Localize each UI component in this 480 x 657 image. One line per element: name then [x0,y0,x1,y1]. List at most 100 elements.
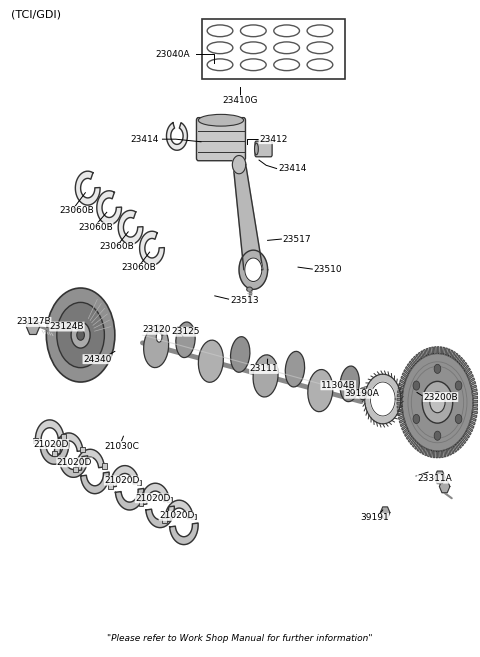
Circle shape [47,288,115,382]
Text: 39191: 39191 [360,513,389,522]
Polygon shape [397,391,403,394]
Bar [167,497,172,503]
Ellipse shape [307,59,333,71]
Ellipse shape [154,328,164,346]
Polygon shape [465,432,469,438]
Text: 21020D: 21020D [104,476,140,485]
Text: 23414: 23414 [278,164,306,173]
Polygon shape [118,210,143,244]
Polygon shape [435,347,436,353]
Polygon shape [452,351,455,358]
Text: "Please refer to Work Shop Manual for further information": "Please refer to Work Shop Manual for fu… [107,634,373,643]
Polygon shape [461,438,466,443]
Bar [108,484,113,489]
Polygon shape [451,447,454,454]
Polygon shape [472,414,477,418]
Polygon shape [437,347,439,353]
Polygon shape [239,250,267,289]
Ellipse shape [247,287,252,292]
Bar [139,501,144,507]
Polygon shape [447,349,450,355]
Ellipse shape [207,59,233,71]
FancyBboxPatch shape [196,118,245,161]
Polygon shape [417,445,420,451]
Polygon shape [471,385,476,389]
Polygon shape [415,443,419,449]
Ellipse shape [176,322,195,357]
Polygon shape [422,447,425,455]
Polygon shape [399,419,404,423]
Polygon shape [469,424,474,428]
Polygon shape [473,400,478,402]
Polygon shape [410,439,415,445]
Polygon shape [443,348,444,354]
Ellipse shape [340,366,360,401]
Polygon shape [424,350,426,356]
Polygon shape [407,434,411,440]
Circle shape [57,302,104,368]
Polygon shape [404,370,408,375]
Text: 23060B: 23060B [121,263,156,272]
Text: 23412: 23412 [259,135,288,144]
Polygon shape [54,433,83,455]
Polygon shape [402,425,407,430]
Circle shape [175,327,181,335]
Polygon shape [110,466,139,487]
Circle shape [413,381,420,390]
Polygon shape [446,449,449,456]
Polygon shape [472,389,477,392]
Polygon shape [416,354,420,361]
Polygon shape [472,411,477,414]
Text: 23060B: 23060B [100,242,134,252]
Polygon shape [397,405,402,408]
Bar [137,480,141,485]
Ellipse shape [240,59,266,71]
Ellipse shape [307,42,333,54]
Polygon shape [401,376,406,381]
Text: 21020D: 21020D [33,440,68,449]
Polygon shape [473,407,478,410]
Polygon shape [434,471,445,484]
Polygon shape [421,351,424,357]
Polygon shape [36,420,64,442]
Polygon shape [439,480,450,493]
Circle shape [430,392,445,413]
Polygon shape [439,451,440,458]
Polygon shape [456,443,459,450]
Polygon shape [232,156,246,174]
Polygon shape [432,347,434,353]
Polygon shape [467,371,472,376]
Polygon shape [245,258,262,281]
Ellipse shape [240,25,266,37]
Ellipse shape [308,369,333,412]
Ellipse shape [254,143,258,155]
Polygon shape [450,350,453,357]
Text: 23125: 23125 [171,327,200,336]
Polygon shape [76,449,104,471]
Polygon shape [380,507,390,518]
Text: 23127B: 23127B [16,317,51,327]
Polygon shape [473,393,478,396]
Bar [61,434,66,439]
Polygon shape [399,383,404,387]
Ellipse shape [240,42,266,54]
Bar [81,447,85,452]
Text: 21020D: 21020D [135,494,171,503]
Text: 21020D: 21020D [159,511,194,520]
Bar [162,518,167,524]
Circle shape [434,431,441,440]
Polygon shape [462,363,467,369]
Polygon shape [425,449,428,455]
Polygon shape [409,361,414,367]
Polygon shape [167,123,187,150]
Polygon shape [456,355,460,361]
Polygon shape [371,382,395,416]
Polygon shape [420,446,423,453]
Polygon shape [453,445,456,452]
Polygon shape [429,348,431,354]
Circle shape [77,330,84,340]
Polygon shape [165,500,193,522]
Polygon shape [454,353,458,360]
Polygon shape [141,483,169,505]
FancyBboxPatch shape [255,141,272,157]
